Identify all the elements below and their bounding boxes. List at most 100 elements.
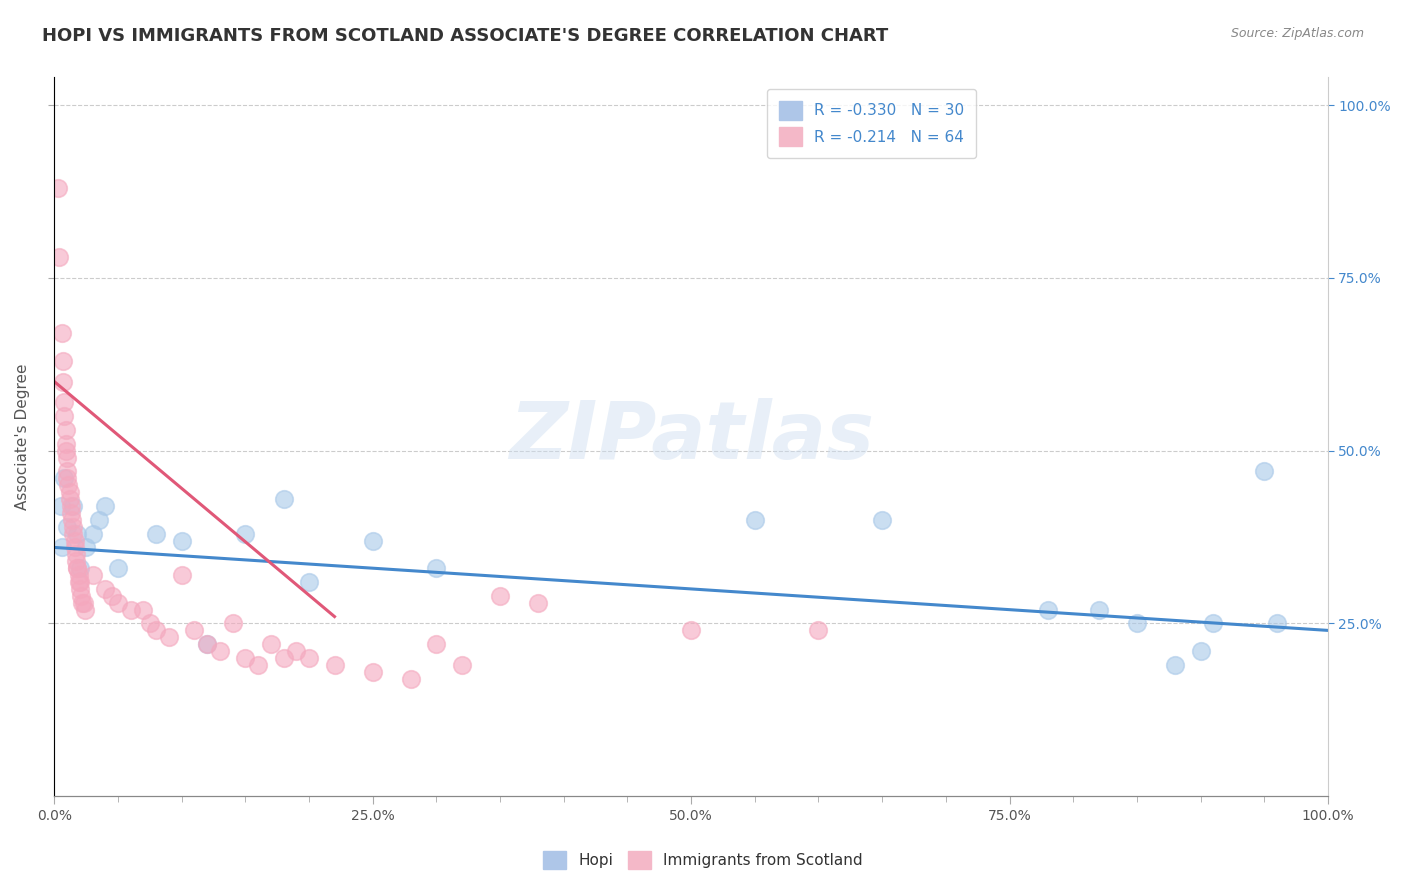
Point [69,582,91,596]
Point [1202,616,1225,631]
Point [66,561,89,575]
Point [145,624,167,638]
Point [59,499,82,513]
Point [70,589,93,603]
Point [51,326,73,341]
Point [451,657,474,672]
Legend: R = -0.330   N = 30, R = -0.214   N = 64: R = -0.330 N = 30, R = -0.214 N = 64 [766,88,976,158]
Point [69,561,91,575]
Point [132,602,155,616]
Point [273,491,295,506]
Point [53,471,76,485]
Point [56,450,79,465]
Point [298,574,321,589]
Point [46,181,69,195]
Point [107,596,129,610]
Text: ZIPatlas: ZIPatlas [509,398,873,475]
Legend: Hopi, Immigrants from Scotland: Hopi, Immigrants from Scotland [537,845,869,875]
Point [53,395,76,409]
Point [1087,602,1109,616]
Point [425,637,447,651]
Point [323,657,346,672]
Point [107,561,129,575]
Point [52,354,75,368]
Point [170,568,193,582]
Point [67,568,90,582]
Point [62,526,84,541]
Point [1189,644,1212,658]
Point [195,637,218,651]
Point [208,644,231,658]
Point [53,409,76,424]
Point [807,624,830,638]
Point [82,526,104,541]
Point [425,561,447,575]
Point [63,541,86,555]
Point [298,651,321,665]
Point [399,672,422,686]
Point [221,616,243,631]
Point [52,375,75,389]
Point [157,630,180,644]
Point [273,651,295,665]
Point [527,596,550,610]
Point [1265,616,1288,631]
Point [60,513,83,527]
Point [235,526,257,541]
Point [94,499,117,513]
Point [235,651,257,665]
Text: Source: ZipAtlas.com: Source: ZipAtlas.com [1230,27,1364,40]
Point [145,526,167,541]
Point [247,657,270,672]
Point [66,561,89,575]
Point [59,506,82,520]
Point [72,596,94,610]
Point [63,533,86,548]
Point [75,541,97,555]
Point [1253,465,1275,479]
Point [100,589,122,603]
Point [66,526,89,541]
Point [82,568,104,582]
Text: HOPI VS IMMIGRANTS FROM SCOTLAND ASSOCIATE'S DEGREE CORRELATION CHART: HOPI VS IMMIGRANTS FROM SCOTLAND ASSOCIA… [42,27,889,45]
Point [55,423,77,437]
Point [489,589,512,603]
Point [62,519,84,533]
Point [94,582,117,596]
Point [65,547,87,561]
Point [48,250,70,264]
Point [62,499,84,513]
Point [87,513,110,527]
Y-axis label: Associate's Degree: Associate's Degree [15,364,30,510]
Point [67,574,90,589]
Point [1036,602,1059,616]
Point [58,491,80,506]
Point [49,499,72,513]
Point [1126,616,1149,631]
Point [870,513,893,527]
Point [56,465,79,479]
Point [120,602,142,616]
Point [58,478,80,492]
Point [361,665,384,679]
Point [1164,657,1187,672]
Point [183,624,205,638]
Point [744,513,766,527]
Point [285,644,308,658]
Point [55,443,77,458]
Point [56,519,79,533]
Point [260,637,283,651]
Point [58,485,80,500]
Point [681,624,703,638]
Point [361,533,384,548]
Point [55,437,77,451]
Point [139,616,162,631]
Point [65,554,87,568]
Point [56,471,79,485]
Point [195,637,218,651]
Point [72,596,94,610]
Point [73,602,96,616]
Point [69,574,91,589]
Point [170,533,193,548]
Point [51,541,73,555]
